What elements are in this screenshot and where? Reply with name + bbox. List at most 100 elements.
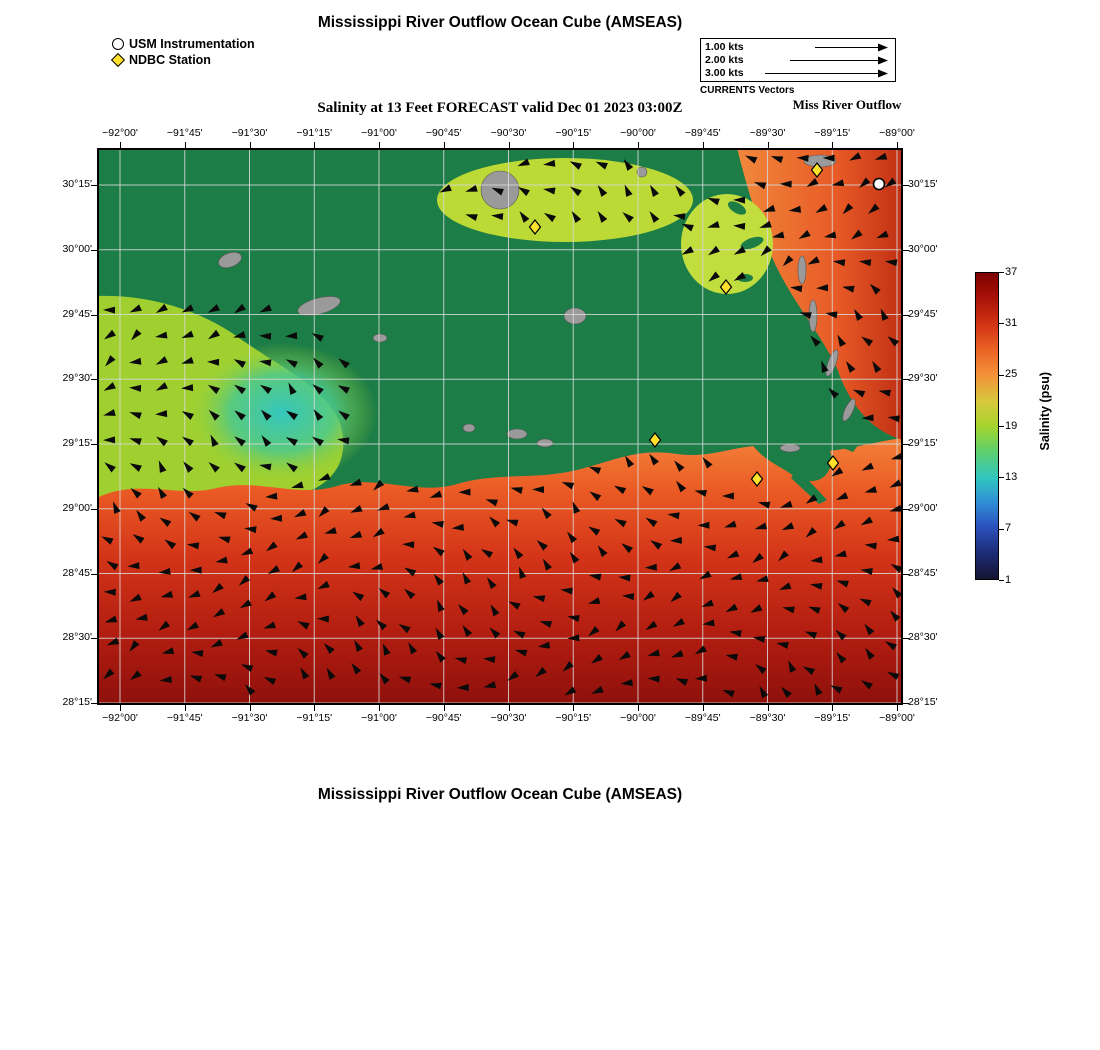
lon-tickmark <box>184 705 186 711</box>
miss-river-outflow-label: Miss River Outflow <box>792 97 902 112</box>
lat-tickmark <box>903 703 909 704</box>
colorbar-tick-label: 37 <box>1005 265 1018 278</box>
lon-tickmark <box>832 142 834 148</box>
currents-speed-label: 3.00 kts <box>705 67 744 79</box>
lon-tickmark <box>573 705 575 711</box>
lat-tickmark <box>903 573 909 575</box>
lon-tick-label: −89°45' <box>684 712 721 724</box>
lat-tickmark <box>903 638 909 640</box>
lon-tick-label: −90°15' <box>555 127 592 139</box>
latlon-grid <box>97 148 903 705</box>
vector-arrow-1kt-icon <box>815 43 888 51</box>
lat-tickmark <box>91 249 97 251</box>
lat-tickmark <box>903 379 909 381</box>
map-subtitle: Salinity at 13 Feet FORECAST valid Dec 0… <box>317 100 683 116</box>
vector-arrow-3kt-icon <box>765 69 888 77</box>
lat-tickmark <box>903 444 909 445</box>
lon-tickmark <box>638 705 639 711</box>
ndbc-station-marker <box>826 455 840 471</box>
island-layer <box>218 154 856 453</box>
lon-tickmark <box>767 705 769 711</box>
lon-tick-label: −89°15' <box>814 712 851 724</box>
salinity-map <box>97 148 903 705</box>
station-legend: USM Instrumentation NDBC Station <box>110 36 255 68</box>
lon-tick-label: −89°00' <box>879 127 915 139</box>
lon-tick-label: −89°30' <box>749 712 786 724</box>
lon-tick-label: −91°45' <box>166 127 203 139</box>
lat-tick-label: 29°00' <box>62 501 92 514</box>
lat-tickmark <box>903 508 909 510</box>
lake-borgne <box>681 194 773 294</box>
usm-circle-icon <box>112 38 124 50</box>
salinity-colorbar <box>975 272 999 580</box>
ndbc-station-marker <box>750 471 764 487</box>
currents-speed-label: 2.00 kts <box>705 54 744 66</box>
colorbar-tick-label: 13 <box>1005 470 1018 483</box>
ndbc-station-marker <box>648 432 662 448</box>
lon-tick-label: −90°45' <box>425 127 462 139</box>
vector-arrow-2kt-icon <box>790 56 888 64</box>
lon-tick-label: −91°45' <box>166 712 203 724</box>
lat-tick-label: 30°00' <box>908 242 938 255</box>
colorbar-tick-label: 1 <box>1005 573 1012 586</box>
lat-tick-label: 30°15' <box>908 178 938 190</box>
lon-tickmark <box>249 705 251 711</box>
currents-legend-row: 2.00 kts <box>705 54 891 66</box>
sound-water <box>737 148 903 440</box>
lon-tick-label: −91°00' <box>361 712 397 724</box>
lat-tick-label: 29°45' <box>908 307 938 320</box>
colorbar-tickmark <box>999 323 1004 325</box>
lat-tickmark <box>91 703 97 704</box>
lon-tick-label: −90°30' <box>490 712 527 724</box>
colorbar-tickmark <box>999 374 1004 376</box>
colorbar-tick-label: 31 <box>1005 316 1018 329</box>
lon-tick-label: −90°45' <box>425 712 462 724</box>
lat-tick-label: 29°15' <box>908 437 938 449</box>
lon-tick-label: −91°30' <box>231 127 268 139</box>
colorbar-axis-label: Salinity (psu) <box>1038 372 1052 451</box>
lon-tickmark <box>443 705 445 711</box>
lon-tick-label: −90°15' <box>555 712 592 724</box>
lat-tickmark <box>91 573 97 575</box>
colorbar-tickmark <box>999 272 1004 273</box>
lat-tickmark <box>903 249 909 251</box>
lon-tick-label: −90°30' <box>490 127 527 139</box>
lon-tick-label: −91°15' <box>296 712 333 724</box>
colorbar-tickmark <box>999 426 1004 427</box>
lon-tickmark <box>120 142 121 148</box>
lat-tickmark <box>903 314 909 316</box>
lat-tick-label: 28°30' <box>62 631 92 644</box>
lon-tick-label: −89°45' <box>684 127 721 139</box>
colorbar-tickmark <box>999 528 1004 530</box>
colorbar-tickmark <box>999 477 1004 479</box>
lon-tickmark <box>379 142 380 148</box>
marsh-patch <box>727 201 747 215</box>
lat-tick-label: 29°45' <box>62 307 92 320</box>
lat-tick-label: 30°15' <box>62 178 92 190</box>
delta-finger <box>813 424 859 452</box>
lon-tickmark <box>702 142 704 148</box>
lon-tick-label: −91°15' <box>296 127 333 139</box>
lon-tick-label: −90°00' <box>620 127 656 139</box>
currents-legend-row: 1.00 kts <box>705 41 891 53</box>
lon-tickmark <box>702 705 704 711</box>
lon-tickmark <box>573 142 575 148</box>
lon-tickmark <box>184 142 186 148</box>
figure-title-top: Mississippi River Outflow Ocean Cube (AM… <box>317 14 683 31</box>
marsh-patch <box>740 236 764 250</box>
lat-tick-label: 28°45' <box>62 566 92 579</box>
currents-legend-caption: CURRENTS Vectors <box>700 85 795 96</box>
lat-tickmark <box>91 444 97 445</box>
lat-tickmark <box>91 185 97 186</box>
legend-row-usm: USM Instrumentation <box>112 36 255 52</box>
lat-tick-label: 29°30' <box>908 372 938 385</box>
lon-tickmark <box>120 705 121 711</box>
lat-tickmark <box>91 638 97 640</box>
lake-pontchartrain <box>437 158 693 242</box>
map-border <box>97 148 903 705</box>
lon-tick-label: −92°00' <box>102 127 138 139</box>
lat-tick-label: 29°30' <box>62 372 92 385</box>
colorbar-tick-label: 7 <box>1005 522 1012 535</box>
lat-tickmark <box>91 379 97 381</box>
